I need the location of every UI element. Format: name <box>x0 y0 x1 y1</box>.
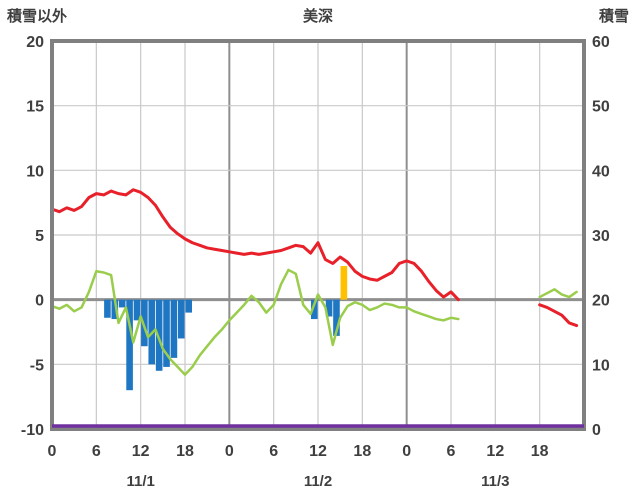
right-axis-tick-label: 20 <box>592 293 610 310</box>
green-line <box>538 288 578 299</box>
temperature-red-line <box>538 303 579 328</box>
blue-bars <box>311 299 318 320</box>
blue-bars <box>126 299 133 391</box>
left-axis-tick-label: 20 <box>26 34 44 51</box>
x-axis-hour-label: 18 <box>353 443 371 460</box>
blue-bars <box>185 299 192 313</box>
blue-bars <box>104 299 111 318</box>
right-axis-tick-label: 10 <box>592 357 610 374</box>
right-axis-tick-label: 0 <box>592 422 601 439</box>
left-axis-tick-label: -5 <box>30 357 44 374</box>
x-axis-date-label: 11/3 <box>481 473 509 490</box>
blue-bars <box>118 299 126 308</box>
right-axis-tick-label: 30 <box>592 228 610 245</box>
blue-bars <box>333 299 340 336</box>
x-axis-hour-label: 6 <box>269 443 278 460</box>
blue-bars <box>178 299 185 339</box>
plot-frame <box>50 39 586 431</box>
x-axis-hour-label: 12 <box>486 443 504 460</box>
x-axis-hour-label: 0 <box>48 443 57 460</box>
green-line <box>50 268 460 376</box>
x-axis-hour-label: 18 <box>176 443 194 460</box>
right-axis-tick-label: 60 <box>592 34 610 51</box>
right-axis-tick-label: 50 <box>592 99 610 116</box>
left-axis-tick-label: 0 <box>35 293 44 310</box>
x-axis-date-label: 11/2 <box>304 473 332 490</box>
temperature-red-line <box>50 188 460 302</box>
x-axis-hour-label: 0 <box>402 443 411 460</box>
blue-bars <box>141 299 148 347</box>
left-axis-tick-label: -10 <box>21 422 44 439</box>
blue-bars <box>325 299 333 317</box>
x-axis-hour-label: 6 <box>92 443 101 460</box>
orange-bar <box>340 266 348 300</box>
x-axis-hour-label: 12 <box>309 443 327 460</box>
left-axis-tick-label: 15 <box>26 99 44 116</box>
x-axis-date-label: 11/1 <box>126 473 154 490</box>
right-axis-tick-label: 40 <box>592 163 610 180</box>
x-axis-hour-label: 18 <box>531 443 549 460</box>
blue-bars <box>111 299 119 320</box>
blue-bars <box>133 299 141 321</box>
blue-bars <box>163 299 170 367</box>
blue-bars <box>155 299 163 371</box>
left-axis-title: 積雪以外 <box>7 8 68 25</box>
x-axis-hour-label: 0 <box>225 443 234 460</box>
left-axis-tick-label: 10 <box>26 163 44 180</box>
right-axis-title: 積雪 <box>598 8 629 25</box>
left-axis-tick-label: 5 <box>35 228 44 245</box>
chart-title: 美深 <box>302 8 333 25</box>
x-axis-hour-label: 6 <box>447 443 456 460</box>
blue-bars <box>170 299 178 358</box>
x-axis-hour-label: 12 <box>132 443 150 460</box>
